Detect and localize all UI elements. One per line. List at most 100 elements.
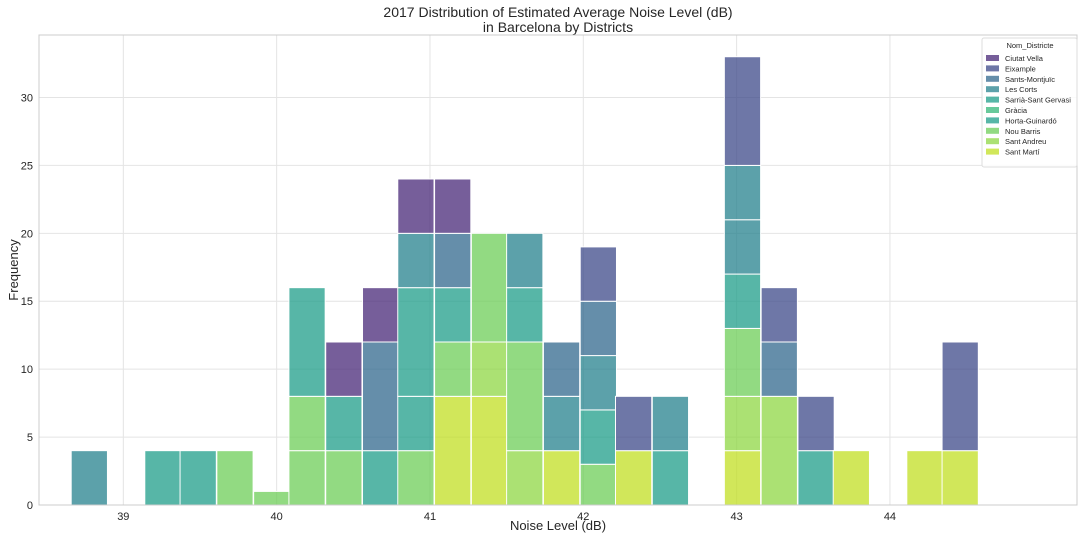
- histogram-bar-segment: [760, 341, 798, 397]
- y-tick-label: 15: [21, 296, 33, 308]
- x-tick-label: 39: [117, 511, 129, 523]
- histogram-bar-segment: [397, 450, 435, 506]
- histogram-bar-segment: [506, 287, 544, 343]
- histogram-bar-segment: [216, 450, 254, 506]
- histogram-bar-segment: [325, 341, 363, 397]
- histogram-bar-segment: [288, 450, 326, 506]
- legend-swatch: [986, 138, 999, 145]
- histogram-bar-segment: [470, 395, 509, 506]
- x-tick-label: 40: [271, 511, 283, 523]
- histogram-bar-segment: [723, 56, 762, 166]
- histogram-bar-segment: [506, 450, 544, 506]
- histogram-bar-segment: [723, 450, 762, 506]
- histogram-bar-segment: [253, 490, 291, 506]
- y-tick-label: 30: [21, 92, 33, 104]
- histogram-bars: [70, 56, 979, 506]
- legend-entry-label: Nou Barris: [1005, 127, 1041, 136]
- legend-entry-label: Horta-Guinardó: [1005, 116, 1057, 125]
- histogram-bar-segment: [362, 341, 400, 452]
- legend-entry-label: Ciutat Vella: [1005, 54, 1044, 63]
- tick-labels: 39 40 41 42 43 44 0 5 10 15 20 25 30: [21, 92, 896, 523]
- chart-title-line-2: in Barcelona by Districts: [483, 19, 633, 35]
- histogram-bar-segment: [579, 246, 617, 302]
- histogram-bar-segment: [579, 355, 617, 411]
- histogram-bar-segment: [832, 450, 870, 506]
- histogram-bar-segment: [723, 219, 762, 275]
- histogram-bar-segment: [434, 232, 472, 289]
- histogram-bar-segment: [723, 164, 762, 221]
- plot-frame: [38, 34, 1078, 506]
- chart-title-line-1: 2017 Distribution of Estimated Average N…: [383, 4, 732, 20]
- histogram-bar-segment: [362, 450, 400, 506]
- histogram-bar-segment: [579, 300, 617, 357]
- histogram-bar-segment: [760, 287, 798, 343]
- legend-box: [981, 37, 1078, 168]
- legend-swatch: [986, 55, 999, 61]
- histogram-bar-segment: [325, 395, 363, 452]
- y-tick-label: 5: [27, 432, 33, 444]
- legend-entry-label: Les Corts: [1005, 85, 1037, 94]
- legend-swatch: [986, 127, 999, 134]
- histogram-bar-segment: [470, 232, 509, 343]
- histogram-bar-segment: [434, 395, 472, 506]
- legend-entry-label: Sants-Montjuïc: [1005, 75, 1055, 84]
- histogram-bar-segment: [288, 287, 326, 397]
- x-tick-label: 43: [730, 511, 742, 523]
- histogram-bar-segment: [397, 232, 435, 289]
- y-tick-label: 0: [27, 500, 33, 512]
- histogram-bar-segment: [614, 395, 653, 452]
- legend-title: Nom_Districte: [1006, 41, 1053, 50]
- histogram-bar-segment: [797, 450, 835, 506]
- histogram-bar-segment: [542, 341, 581, 397]
- legend-entry-label: Sant Martí: [1005, 148, 1041, 157]
- histogram-bar-segment: [144, 450, 182, 506]
- histogram-bar-segment: [941, 450, 979, 506]
- histogram-bar-segment: [614, 450, 653, 506]
- y-tick-label: 10: [21, 364, 33, 376]
- histogram-bar-segment: [179, 450, 217, 506]
- histogram-bar-segment: [325, 450, 363, 506]
- y-tick-label: 25: [21, 160, 33, 172]
- x-axis-label: Noise Level (dB): [510, 518, 606, 533]
- histogram-bar-segment: [651, 395, 690, 452]
- histogram-bar-segment: [542, 450, 581, 506]
- histogram-bar-segment: [397, 395, 435, 452]
- y-tick-label: 20: [21, 228, 33, 240]
- histogram-bar-segment: [434, 178, 472, 234]
- histogram-bar-segment: [434, 341, 472, 397]
- histogram-bar-segment: [723, 273, 762, 329]
- legend-entry-label: Sarrià-Sant Gervasi: [1005, 96, 1071, 105]
- legend-swatch: [986, 148, 999, 155]
- legend-entry-label: Sant Andreu: [1005, 137, 1046, 146]
- histogram-bar-segment: [579, 463, 617, 506]
- histogram-bar-segment: [797, 395, 835, 452]
- y-axis-label: Frequency: [6, 239, 21, 301]
- histogram-bar-segment: [362, 287, 400, 343]
- legend-swatch: [986, 117, 999, 124]
- histogram-bar-segment: [470, 341, 509, 397]
- histogram-bar-segment: [434, 287, 472, 343]
- x-tick-label: 42: [577, 511, 589, 523]
- legend-swatch: [986, 75, 999, 82]
- histogram-bar-segment: [723, 395, 762, 452]
- legend-swatch: [986, 96, 999, 103]
- histogram-bar-segment: [397, 287, 435, 397]
- histogram-bar-segment: [723, 327, 762, 397]
- histogram-bar-segment: [579, 409, 617, 465]
- histogram-bar-segment: [397, 178, 435, 234]
- histogram-bar-segment: [70, 450, 108, 506]
- legend-swatch: [986, 86, 999, 93]
- x-tick-label: 44: [884, 511, 896, 523]
- legend-entry-label: Gràcia: [1005, 106, 1028, 115]
- histogram-bar-segment: [506, 232, 544, 289]
- legend-entry-label: Eixample: [1005, 64, 1036, 73]
- x-tick-label: 41: [424, 511, 436, 523]
- legend-swatch: [986, 65, 999, 72]
- histogram-bar-segment: [760, 395, 798, 506]
- histogram-bar-segment: [288, 395, 326, 452]
- histogram-bar-segment: [651, 450, 690, 506]
- histogram-bar-segment: [941, 341, 979, 452]
- histogram-bar-segment: [542, 395, 581, 452]
